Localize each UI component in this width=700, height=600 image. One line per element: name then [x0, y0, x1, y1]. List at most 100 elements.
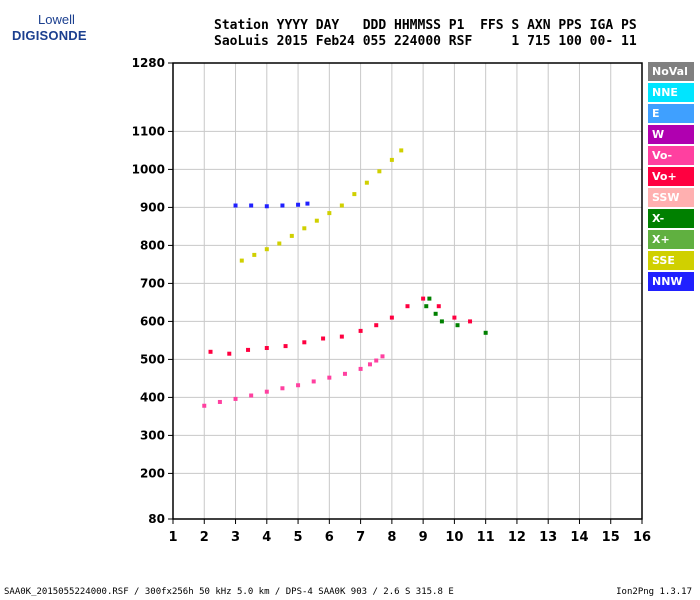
legend-item-nnw: NNW [648, 272, 694, 291]
data-point [358, 328, 363, 333]
x-tick-label: 8 [387, 530, 396, 545]
data-point [302, 226, 307, 231]
data-point [358, 366, 363, 371]
x-tick-label: 12 [508, 530, 526, 545]
y-tick-label: 1100 [132, 124, 165, 138]
x-tick-label: 6 [325, 530, 334, 545]
data-point [246, 347, 251, 352]
logo-top-text: Lowell [38, 12, 75, 27]
data-point [377, 169, 382, 174]
y-tick-label: 700 [140, 276, 165, 290]
legend: NoVal NNE E W Vo- Vo+ SSW X- X+ SSE NNW [648, 62, 694, 293]
y-tick-label: 600 [140, 314, 165, 328]
legend-item-vo-: Vo- [648, 146, 694, 165]
x-tick-label: 1 [168, 530, 177, 545]
data-point [311, 379, 316, 384]
data-point [405, 304, 410, 309]
x-tick-label: 15 [602, 530, 620, 545]
data-point [202, 403, 207, 408]
digisonde-logo: Lowell DIGISONDE [6, 8, 87, 43]
legend-item-ssw: SSW [648, 188, 694, 207]
x-tick-label: 10 [445, 530, 463, 545]
data-point [283, 344, 288, 349]
data-point [399, 148, 404, 153]
data-point [427, 296, 432, 301]
data-point [296, 383, 301, 388]
legend-item-noval: NoVal [648, 62, 694, 81]
data-point [249, 393, 254, 398]
y-tick-label: 300 [140, 428, 165, 442]
y-tick-label: 1000 [132, 162, 165, 176]
data-point [233, 396, 238, 401]
data-point [277, 241, 282, 246]
data-point [374, 358, 379, 363]
data-point [239, 258, 244, 263]
y-tick-label: 400 [140, 390, 165, 404]
x-tick-label: 16 [633, 530, 651, 545]
data-point [364, 180, 369, 185]
data-point [264, 247, 269, 252]
data-point [380, 354, 385, 359]
data-point [342, 371, 347, 376]
data-point [227, 351, 232, 356]
data-point [217, 399, 222, 404]
header-line-1: Station YYYY DAY DDD HHMMSS P1 FFS S AXN… [214, 18, 637, 33]
legend-item-x-: X- [648, 209, 694, 228]
data-point [433, 311, 438, 316]
legend-item-nne: NNE [648, 83, 694, 102]
data-point [280, 203, 285, 208]
data-point [252, 252, 257, 257]
x-tick-label: 14 [570, 530, 588, 545]
data-point [455, 323, 460, 328]
legend-item-vo-: Vo+ [648, 167, 694, 186]
data-point [314, 218, 319, 223]
data-point [339, 203, 344, 208]
legend-item-w: W [648, 125, 694, 144]
data-point [249, 203, 254, 208]
data-point [289, 233, 294, 238]
data-point [352, 192, 357, 197]
data-point [468, 319, 473, 324]
logo-bottom-text: DIGISONDE [12, 28, 87, 43]
data-point [421, 296, 426, 301]
x-tick-label: 2 [200, 530, 209, 545]
data-point [424, 304, 429, 309]
x-tick-label: 4 [262, 530, 271, 545]
data-point [367, 362, 372, 367]
plot-frame [172, 62, 643, 520]
data-point [280, 386, 285, 391]
y-tick-label: 500 [140, 352, 165, 366]
data-point [296, 202, 301, 207]
footer-version: Ion2Png 1.3.17 [616, 587, 692, 597]
data-point [452, 315, 457, 320]
data-point [374, 323, 379, 328]
y-tick-label: 200 [140, 466, 165, 480]
data-point [327, 375, 332, 380]
y-tick-label: 1280 [132, 56, 165, 70]
x-tick-label: 3 [231, 530, 240, 545]
data-point [208, 349, 213, 354]
x-tick-label: 5 [294, 530, 303, 545]
legend-item-e: E [648, 104, 694, 123]
data-point [483, 330, 488, 335]
x-tick-label: 7 [356, 530, 365, 545]
header-line-2: SaoLuis 2015 Feb24 055 224000 RSF 1 715 … [214, 34, 637, 49]
x-tick-label: 11 [477, 530, 495, 545]
data-point [321, 336, 326, 341]
x-tick-label: 13 [539, 530, 557, 545]
data-point [389, 157, 394, 162]
legend-item-x-: X+ [648, 230, 694, 249]
x-tick-label: 9 [419, 530, 428, 545]
y-tick-label: 800 [140, 238, 165, 252]
footer-file-info: SAA0K_2015055224000.RSF / 300fx256h 50 k… [4, 587, 454, 597]
legend-item-sse: SSE [648, 251, 694, 270]
data-point [233, 203, 238, 208]
data-point [264, 389, 269, 394]
data-point [339, 334, 344, 339]
data-point [264, 204, 269, 209]
data-point [305, 201, 310, 206]
y-tick-label: 900 [140, 200, 165, 214]
data-point [302, 340, 307, 345]
data-point [436, 304, 441, 309]
